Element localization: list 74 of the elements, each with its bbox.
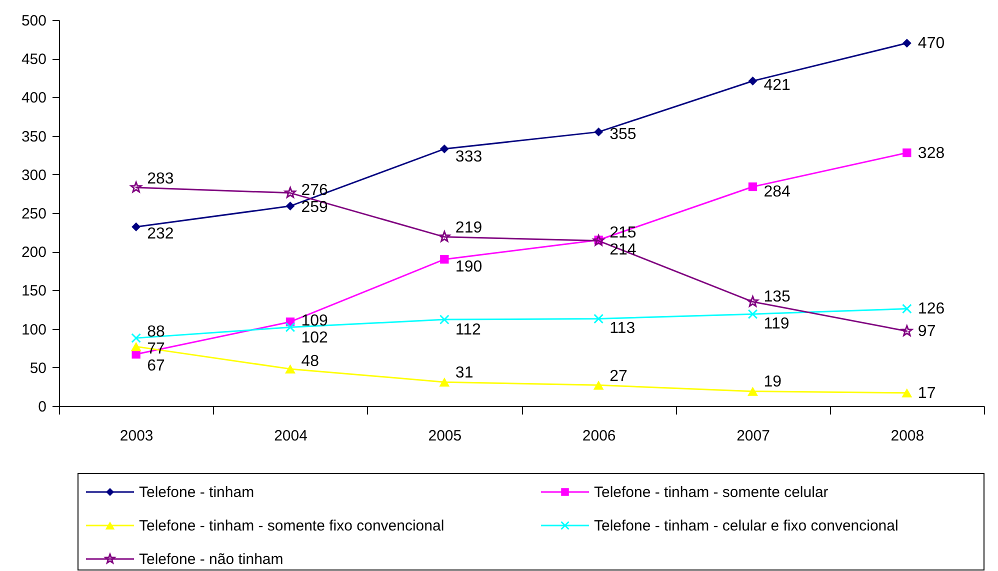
data-label: 48 xyxy=(301,352,320,370)
point xyxy=(284,186,296,198)
x-tick-label: 2008 xyxy=(890,428,924,444)
point xyxy=(902,148,912,158)
legend-label: Telefone - tinham xyxy=(139,484,254,501)
point xyxy=(901,325,913,336)
data-label: 126 xyxy=(918,300,945,318)
point xyxy=(438,230,450,242)
data-label: 27 xyxy=(610,368,628,386)
y-tick-label: 250 xyxy=(21,206,46,222)
point xyxy=(439,314,450,324)
data-label: 284 xyxy=(764,183,791,200)
x-tick-label: 2006 xyxy=(582,428,616,444)
y-tick-label: 300 xyxy=(21,166,46,184)
x-tick-label: 2003 xyxy=(120,428,154,444)
data-label: 219 xyxy=(455,220,482,237)
point xyxy=(440,254,449,264)
point xyxy=(748,182,758,192)
point xyxy=(286,202,295,211)
data-label: 109 xyxy=(301,312,328,330)
point xyxy=(902,38,912,48)
point xyxy=(132,222,141,232)
point xyxy=(439,378,450,387)
point xyxy=(748,386,758,396)
y-tick-label: 150 xyxy=(21,282,46,300)
data-label: 19 xyxy=(764,374,782,391)
x-tick-label: 2004 xyxy=(274,428,308,444)
point xyxy=(593,380,604,390)
legend-label: Telefone - não tinham xyxy=(139,551,284,568)
data-label: 283 xyxy=(147,170,174,188)
point xyxy=(594,127,604,136)
data-label: 113 xyxy=(610,320,636,338)
point xyxy=(747,296,758,307)
y-tick-label: 450 xyxy=(21,51,46,68)
point xyxy=(285,322,296,332)
point xyxy=(131,333,142,343)
data-label: 232 xyxy=(147,226,174,243)
legend-label: Telefone - tinham - somente fixo convencional xyxy=(139,518,444,534)
x-tick-label: 2007 xyxy=(736,428,770,444)
y-tick-label: 400 xyxy=(21,90,46,107)
data-label: 135 xyxy=(764,288,791,306)
point xyxy=(594,314,604,324)
point xyxy=(902,388,912,398)
data-label: 421 xyxy=(764,77,791,94)
data-label: 276 xyxy=(301,182,328,199)
point xyxy=(748,309,758,320)
data-label: 67 xyxy=(147,358,165,375)
point xyxy=(285,364,296,374)
point xyxy=(130,342,142,352)
data-label: 259 xyxy=(301,199,328,216)
point xyxy=(902,304,912,314)
legend-label: Telefone - tinham - celular e fixo convencional xyxy=(594,518,898,534)
y-tick-label: 100 xyxy=(21,321,46,338)
y-tick-label: 200 xyxy=(21,244,46,262)
point xyxy=(748,76,758,86)
data-label: 112 xyxy=(455,321,482,338)
x-tick-label: 2005 xyxy=(428,428,462,444)
data-label: 190 xyxy=(455,258,482,276)
data-label: 102 xyxy=(301,330,328,347)
y-tick-label: 0 xyxy=(38,398,46,416)
point xyxy=(130,182,142,193)
data-label: 355 xyxy=(610,126,636,144)
data-label: 17 xyxy=(918,384,936,402)
data-label: 470 xyxy=(918,35,945,52)
point xyxy=(440,144,449,154)
y-tick-label: 50 xyxy=(30,360,46,377)
legend-label: Telefone - tinham - somente celular xyxy=(594,484,828,501)
data-label: 97 xyxy=(918,323,936,340)
data-label: 119 xyxy=(764,315,790,332)
data-label: 328 xyxy=(918,144,945,162)
y-tick-label: 350 xyxy=(21,128,46,146)
data-label: 31 xyxy=(455,364,474,382)
y-tick-label: 500 xyxy=(21,12,46,30)
data-label: 333 xyxy=(455,148,482,166)
